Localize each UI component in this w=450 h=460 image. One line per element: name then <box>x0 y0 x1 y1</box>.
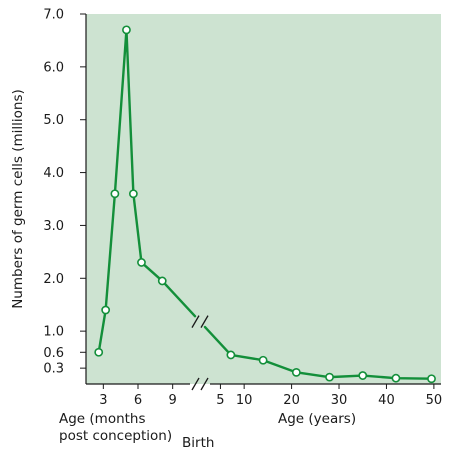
data-point <box>122 25 131 35</box>
x-tick-label: 3 <box>99 393 107 408</box>
y-tick-label: 4.0 <box>43 166 64 181</box>
y-tick-label: 6.0 <box>43 60 64 75</box>
axis-breaks <box>191 315 209 391</box>
series-break-mark <box>200 315 209 328</box>
data-point <box>325 372 334 382</box>
data-point <box>137 258 146 267</box>
data-point <box>291 367 301 377</box>
x-axis-label-years: Age (years) <box>278 411 356 427</box>
data-point <box>101 305 111 315</box>
x-tick-label: 50 <box>426 393 443 408</box>
y-axis-label: Numbers of germ cells (millions) <box>10 89 26 309</box>
data-point <box>226 350 236 360</box>
x-tick-label: 10 <box>236 393 253 408</box>
x-tick-label: 9 <box>169 393 177 408</box>
data-point <box>427 374 436 384</box>
data-point <box>358 371 368 380</box>
y-tick-label: 7.0 <box>43 8 64 23</box>
series-line-postnatal <box>203 325 433 380</box>
data-point <box>94 347 104 357</box>
series-line-prenatal <box>97 28 197 354</box>
ticks: 0.30.6 1.0 2.0 3.0 4.0 5.0 6.0 7.0 3 6 9 5 10 20 30 40 5… <box>43 8 442 409</box>
x-tick-label: 5 <box>216 393 224 408</box>
x-axis-break-mark <box>200 377 209 391</box>
data-point <box>391 373 401 383</box>
y-tick-label: 1.0 <box>43 325 64 340</box>
x-tick-label: 30 <box>331 393 348 408</box>
x-axis-break-mark <box>191 377 200 391</box>
series-break-mark <box>191 315 200 328</box>
y-tick-label: 2.0 <box>43 272 64 287</box>
y-tick-label: 3.0 <box>43 219 64 234</box>
series <box>94 25 436 384</box>
x-tick-label: 20 <box>283 393 300 408</box>
data-point <box>128 189 138 199</box>
data-point <box>110 189 120 199</box>
plot-area <box>86 14 441 384</box>
y-tick-label: 5.0 <box>43 113 64 128</box>
birth-label: Birth <box>182 435 214 451</box>
y-tick-label: 0.6 <box>43 346 64 361</box>
data-point <box>258 355 268 365</box>
x-tick-label: 6 <box>134 393 142 408</box>
x-tick-label: 40 <box>378 393 395 408</box>
data-point <box>157 276 167 286</box>
y-tick-label: 0.3 <box>43 362 64 377</box>
x-axis-label-months: Age (months post conception) <box>59 411 172 444</box>
